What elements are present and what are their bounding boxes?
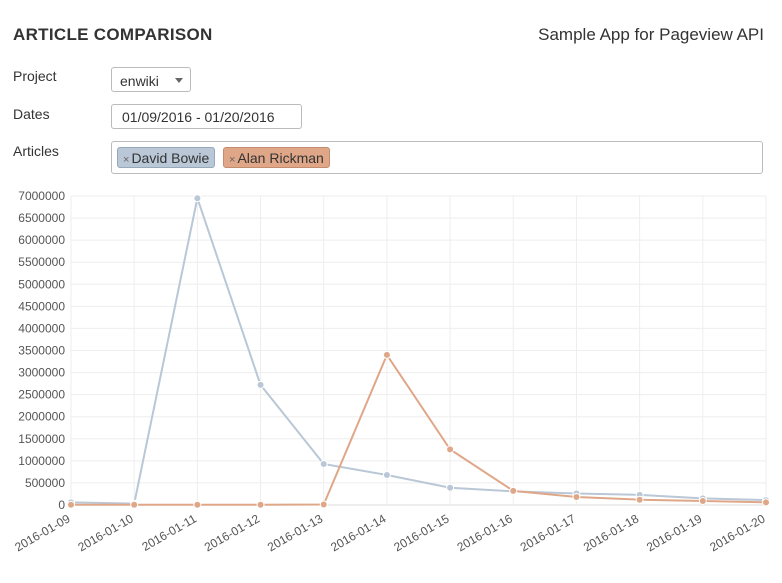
y-tick-label: 7000000: [18, 189, 65, 203]
y-tick-label: 2000000: [18, 410, 65, 424]
dates-input[interactable]: 01/09/2016 - 01/20/2016: [111, 104, 302, 129]
x-tick-label: 2016-01-18: [581, 511, 641, 554]
data-point: [509, 486, 518, 495]
project-select-value: enwiki: [120, 73, 159, 89]
y-tick-label: 3500000: [18, 344, 65, 358]
x-tick-label: 2016-01-10: [76, 511, 136, 554]
data-point: [382, 470, 391, 479]
series-line: [70, 194, 767, 505]
article-tag[interactable]: × David Bowie: [117, 147, 216, 168]
x-tick-label: 2016-01-12: [202, 511, 262, 554]
remove-tag-icon[interactable]: ×: [229, 154, 236, 166]
data-point: [762, 498, 770, 507]
data-point: [319, 500, 328, 509]
x-tick-label: 2016-01-14: [328, 511, 388, 554]
y-tick-label: 6000000: [18, 233, 65, 247]
app-name: Sample App for Pageview API: [538, 25, 764, 44]
x-tick-label: 2016-01-20: [707, 511, 767, 554]
data-point: [446, 483, 455, 492]
y-tick-label: 5000000: [18, 277, 65, 291]
remove-tag-icon[interactable]: ×: [123, 154, 130, 166]
x-tick-label: 2016-01-17: [518, 511, 578, 554]
data-point: [130, 500, 139, 509]
x-tick-label: 2016-01-19: [644, 511, 704, 554]
data-point: [635, 495, 644, 504]
x-tick-label: 2016-01-15: [391, 511, 451, 554]
data-point: [572, 493, 581, 502]
data-point: [319, 459, 328, 468]
y-tick-label: 0: [58, 498, 65, 512]
articles-input[interactable]: × David Bowie × Alan Rickman: [111, 141, 763, 174]
chevron-down-icon: [175, 78, 183, 83]
y-tick-label: 4500000: [18, 299, 65, 313]
articles-label: Articles: [13, 143, 59, 159]
article-tag-label: David Bowie: [131, 150, 210, 166]
data-point: [446, 445, 455, 454]
y-tick-label: 1000000: [18, 454, 65, 468]
page-title: ARTICLE COMPARISON: [13, 25, 213, 44]
data-point: [193, 500, 202, 509]
project-select[interactable]: enwiki: [111, 67, 191, 92]
data-point: [193, 194, 202, 203]
x-tick-label: 2016-01-13: [265, 511, 325, 554]
y-tick-label: 4000000: [18, 321, 65, 335]
y-tick-label: 3000000: [18, 366, 65, 380]
data-point: [382, 350, 391, 359]
x-tick-label: 2016-01-09: [12, 511, 72, 554]
series-line: [71, 352, 767, 506]
article-tag-label: Alan Rickman: [237, 150, 324, 166]
data-point: [256, 380, 265, 389]
project-label: Project: [13, 68, 57, 84]
y-tick-label: 2500000: [18, 388, 65, 402]
pageviews-line-chart: 0 500000 1000000 1500000 2000000 2500000 30000…: [12, 189, 770, 554]
data-point: [67, 500, 75, 509]
dates-label: Dates: [13, 106, 50, 122]
y-tick-label: 500000: [25, 476, 65, 490]
article-tag[interactable]: × Alan Rickman: [223, 147, 330, 168]
y-tick-label: 5500000: [18, 255, 65, 269]
data-point: [256, 500, 265, 509]
x-tick-label: 2016-01-11: [139, 511, 199, 554]
data-point: [698, 497, 707, 506]
x-tick-label: 2016-01-16: [455, 511, 515, 554]
y-tick-label: 6500000: [18, 211, 65, 225]
y-tick-label: 1500000: [18, 432, 65, 446]
